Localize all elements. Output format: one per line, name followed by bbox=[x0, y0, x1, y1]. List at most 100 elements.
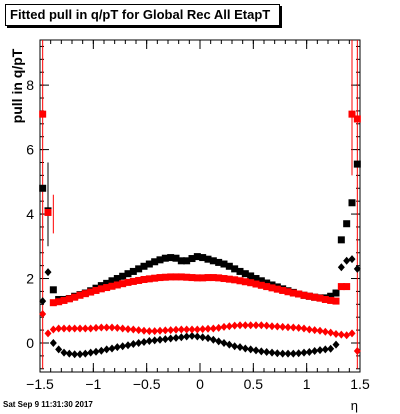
series-1-point bbox=[124, 278, 132, 286]
series-1-point bbox=[145, 275, 153, 283]
series-3-point bbox=[353, 347, 361, 356]
series-3-point bbox=[199, 325, 207, 334]
data-markers bbox=[39, 110, 361, 359]
series-2-point bbox=[231, 342, 239, 351]
series-2-point bbox=[108, 344, 116, 353]
series-0-point bbox=[220, 260, 228, 268]
series-3-point bbox=[55, 324, 63, 333]
series-1-point bbox=[103, 284, 111, 292]
series-0-point bbox=[337, 236, 345, 244]
series-2-point bbox=[348, 255, 356, 264]
series-3-point bbox=[97, 323, 105, 332]
series-0-point bbox=[327, 292, 335, 300]
series-1-point bbox=[231, 276, 239, 284]
series-2-point bbox=[279, 349, 287, 358]
y-axis-label: pull in q/pT bbox=[9, 48, 25, 124]
x-tick-label: 0 bbox=[196, 376, 204, 392]
series-0-point bbox=[172, 254, 180, 262]
series-3-point bbox=[124, 325, 132, 334]
y-axis: 0 2 4 6 8 bbox=[26, 45, 360, 370]
series-1-point bbox=[60, 296, 68, 304]
series-3-point bbox=[81, 324, 89, 333]
series-1-point bbox=[236, 277, 244, 285]
series-1-point bbox=[225, 275, 233, 283]
series-3-point bbox=[311, 326, 319, 335]
series-0-point bbox=[188, 255, 196, 263]
series-1-point bbox=[119, 280, 127, 288]
series-1-point bbox=[55, 298, 63, 306]
series-1-point bbox=[39, 110, 47, 118]
error-bars bbox=[42, 40, 358, 369]
plot-frame bbox=[39, 39, 361, 373]
series-3-point bbox=[316, 326, 324, 335]
series-2-point bbox=[119, 342, 127, 351]
series-1-point bbox=[108, 282, 116, 290]
series-3-point bbox=[348, 329, 356, 338]
series-2-point bbox=[236, 343, 244, 352]
series-1-point bbox=[311, 293, 319, 301]
series-1-point bbox=[215, 274, 223, 282]
series-3-point bbox=[92, 323, 100, 332]
series-3-point bbox=[236, 321, 244, 330]
series-0-point bbox=[129, 267, 137, 275]
series-1-point bbox=[188, 274, 196, 282]
series-1-point bbox=[332, 297, 340, 305]
series-0-point bbox=[177, 257, 185, 265]
series-1-point bbox=[327, 296, 335, 304]
series-3-point bbox=[252, 321, 260, 330]
series-3-point bbox=[268, 322, 276, 331]
series-0-point bbox=[236, 267, 244, 275]
series-0-point bbox=[263, 279, 271, 287]
series-1-point bbox=[49, 299, 57, 307]
series-2-point bbox=[284, 349, 292, 358]
series-2-point bbox=[124, 341, 132, 350]
series-3-point bbox=[332, 329, 340, 338]
series-2-point bbox=[343, 256, 351, 265]
series-1-point bbox=[305, 292, 313, 300]
series-1-point bbox=[300, 291, 308, 299]
series-2-point bbox=[145, 337, 153, 346]
series-0-point bbox=[193, 253, 201, 261]
timestamp: Sat Sep 9 11:31:30 2017 bbox=[3, 400, 93, 409]
series-1-point bbox=[193, 274, 201, 282]
series-3-point bbox=[225, 322, 233, 331]
series-0-point bbox=[156, 256, 164, 264]
series-2-point bbox=[161, 335, 169, 344]
series-1-point bbox=[321, 295, 329, 303]
series-0-point bbox=[145, 260, 153, 268]
series-2-point bbox=[300, 348, 308, 357]
series-0-point bbox=[257, 277, 265, 285]
series-2-point bbox=[215, 337, 223, 346]
series-2-point bbox=[167, 334, 175, 343]
series-1-point bbox=[156, 274, 164, 282]
series-0-point bbox=[183, 257, 191, 265]
y-tick-label: 4 bbox=[26, 206, 34, 222]
series-2-point bbox=[129, 339, 137, 348]
series-1-point bbox=[71, 293, 79, 301]
series-2-point bbox=[92, 347, 100, 356]
series-2-point bbox=[263, 348, 271, 357]
series-1-point bbox=[209, 274, 217, 282]
series-1-point bbox=[268, 284, 276, 292]
series-2-point bbox=[193, 332, 201, 341]
series-3-point bbox=[129, 325, 137, 334]
series-1-point bbox=[204, 274, 212, 282]
series-3-point bbox=[113, 323, 121, 332]
series-3-point bbox=[76, 324, 84, 333]
series-2-point bbox=[87, 348, 95, 357]
series-0-point bbox=[151, 258, 159, 266]
series-3-point bbox=[257, 321, 265, 330]
series-3-point bbox=[305, 325, 313, 334]
series-3-point bbox=[220, 322, 228, 331]
series-3-point bbox=[161, 326, 169, 335]
series-3-point bbox=[135, 326, 143, 335]
series-1-point bbox=[167, 273, 175, 281]
series-1-point bbox=[172, 273, 180, 281]
series-2-point bbox=[311, 347, 319, 356]
series-2-point bbox=[55, 345, 63, 354]
series-0-point bbox=[119, 272, 127, 280]
series-3-point bbox=[183, 325, 191, 334]
series-2-point bbox=[183, 332, 191, 341]
series-2-point bbox=[241, 344, 249, 353]
series-0-point bbox=[103, 279, 111, 287]
